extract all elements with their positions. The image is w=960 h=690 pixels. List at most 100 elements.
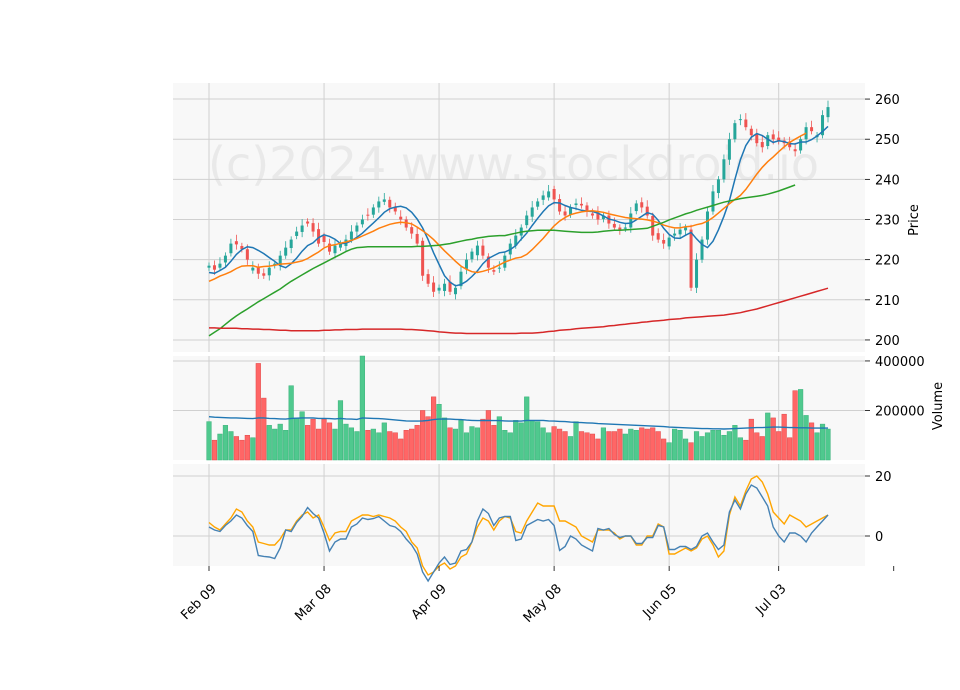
candle-body <box>300 225 304 232</box>
candle-body <box>338 243 342 248</box>
volume-bar <box>370 428 376 461</box>
candle-body <box>662 239 666 244</box>
volume-bar <box>513 420 519 461</box>
candle-body <box>267 267 271 276</box>
candle-body <box>744 119 748 128</box>
volume-bar <box>463 432 470 461</box>
x-tick-label: Jul 03 <box>753 582 790 619</box>
volume-bar <box>217 433 223 461</box>
volume-bar <box>535 421 541 461</box>
candle-body <box>470 251 474 260</box>
candle-body <box>590 213 594 216</box>
volume-bar <box>693 431 700 461</box>
candle-body <box>760 142 764 148</box>
candle-body <box>569 207 573 215</box>
candle-body <box>207 265 211 268</box>
volume-bar <box>661 438 667 461</box>
volume-bar <box>551 426 557 461</box>
ma100-line <box>209 287 829 335</box>
macd-lines <box>208 475 829 583</box>
candle-body <box>492 270 496 272</box>
volume-bar <box>277 423 283 461</box>
volume-bar <box>567 436 574 461</box>
volume-bar <box>529 420 535 461</box>
candle-body <box>421 240 425 276</box>
candle-body <box>234 241 238 245</box>
candle-body <box>656 233 660 240</box>
ma10-line <box>208 132 807 282</box>
volume-bar <box>704 432 711 461</box>
candle-body <box>289 239 293 249</box>
volume-bar <box>655 431 661 461</box>
volume-bar <box>244 434 250 461</box>
y-tick-label: 220 <box>875 254 900 269</box>
candle-body <box>284 247 288 256</box>
volume-bar <box>294 417 300 461</box>
macd-panel <box>173 464 865 566</box>
volume-bar <box>814 432 820 461</box>
volume-bar <box>272 428 278 461</box>
candle-body <box>240 246 244 250</box>
volume-bar <box>803 415 809 461</box>
volume-bar <box>677 430 683 461</box>
candle-body <box>826 107 830 118</box>
candle-body <box>777 137 781 142</box>
candle-body <box>328 243 332 252</box>
candle-body <box>601 215 605 220</box>
volume-bar <box>403 430 409 461</box>
candle-body <box>349 231 353 240</box>
candle-body <box>464 259 468 269</box>
candle-body <box>404 219 408 228</box>
volume-bar <box>617 428 623 461</box>
candle-body <box>426 274 430 284</box>
signal-line <box>208 475 829 576</box>
candle-body <box>618 227 622 230</box>
volume-bar <box>628 428 634 461</box>
candle-body <box>645 206 649 216</box>
candle-body <box>640 202 644 208</box>
volume-bar <box>266 425 272 461</box>
volume-bar <box>578 431 585 461</box>
volume-bar <box>283 430 289 461</box>
candle-body <box>716 179 720 194</box>
candle-body <box>629 213 633 228</box>
volume-bars <box>206 355 831 461</box>
candle-body <box>536 201 540 207</box>
volume-bar <box>491 425 497 461</box>
candle-body <box>453 287 458 295</box>
volume-bar <box>507 432 513 461</box>
volume-bar <box>485 410 491 461</box>
candle-body <box>738 119 742 121</box>
volume-bar <box>441 417 448 461</box>
volume-bar <box>546 432 552 461</box>
volume-bar <box>261 397 267 461</box>
volume-bar <box>458 420 464 461</box>
volume-bar <box>387 431 393 461</box>
candle-body <box>634 203 638 212</box>
y-tick-label: 250 <box>875 133 900 148</box>
price-axis-label: Price <box>907 204 922 236</box>
volume-bar <box>540 427 546 461</box>
volume-bar <box>502 430 508 461</box>
volume-bar <box>343 423 349 461</box>
candle-body <box>733 123 737 140</box>
candle-body <box>788 141 792 148</box>
y-tick-label: 0 <box>875 530 883 545</box>
candle-body <box>371 207 375 215</box>
candle-body <box>749 128 753 136</box>
volume-bar <box>222 425 229 461</box>
volume-bar <box>633 430 639 461</box>
volume-bar <box>365 430 371 461</box>
candle-body <box>705 211 709 240</box>
y-tick-label: 400000 <box>875 355 925 370</box>
candle-body <box>459 271 463 287</box>
candle-body <box>256 266 260 274</box>
y-tick-label: 200 <box>875 334 900 349</box>
price-panel <box>173 83 865 352</box>
volume-bar <box>715 430 722 461</box>
candle-body <box>623 227 627 229</box>
watermark: (c)2024 www.stockdroid.io <box>208 137 819 191</box>
volume-bar <box>310 418 316 461</box>
volume-bar <box>748 418 754 461</box>
candle-body <box>530 207 534 217</box>
